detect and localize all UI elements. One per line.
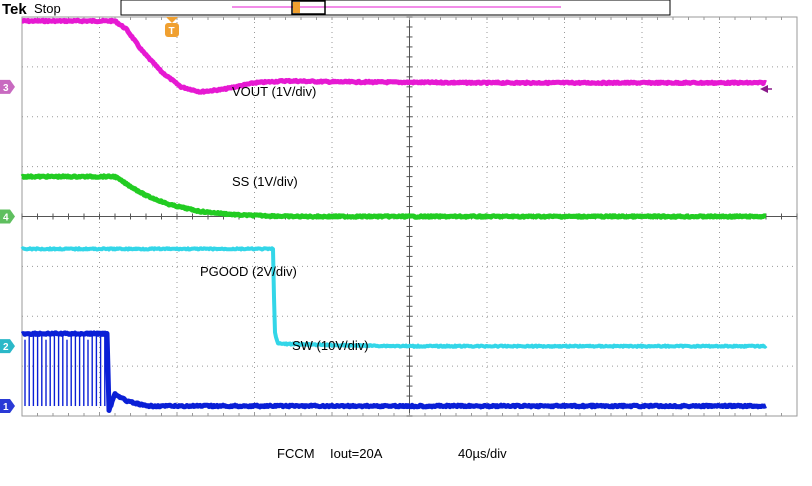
acquisition-status: Stop [34, 1, 61, 16]
channel-2-marker[interactable]: 2 [0, 339, 15, 354]
channel-3-number: 3 [3, 83, 9, 94]
record-trigger-marker [293, 2, 300, 13]
channel-2-number: 2 [3, 342, 9, 353]
mode-label: FCCM [277, 446, 315, 461]
vout-trace-label: VOUT (1V/div) [232, 84, 316, 99]
ss-trace-label: SS (1V/div) [232, 174, 298, 189]
waveform-traces [20, 17, 768, 413]
trigger-label: T [169, 26, 175, 37]
brand-label: Tek [2, 1, 27, 18]
pgood-trace-label: PGOOD (2V/div) [200, 264, 297, 279]
timebase-label: 40µs/div [458, 446, 507, 461]
channel-1-marker[interactable]: 1 [0, 399, 15, 414]
load-current-label: Iout=20A [330, 446, 383, 461]
trigger-position-icon[interactable]: T [165, 17, 179, 37]
channel-1-number: 1 [3, 402, 9, 413]
sw-trace-label: SW (10V/div) [292, 338, 369, 353]
vout-level-arrow-icon[interactable] [760, 85, 768, 93]
ss-trace [20, 173, 768, 220]
pgood-trace [20, 246, 768, 349]
vout-trace [20, 17, 768, 95]
record-view-window[interactable] [291, 0, 326, 15]
channel-markers: 3 4 2 1 [0, 79, 15, 414]
channel-4-number: 4 [3, 213, 9, 224]
channel-4-marker[interactable]: 4 [0, 209, 15, 224]
sw-trace [20, 330, 768, 413]
channel-3-marker[interactable]: 3 [0, 79, 15, 94]
